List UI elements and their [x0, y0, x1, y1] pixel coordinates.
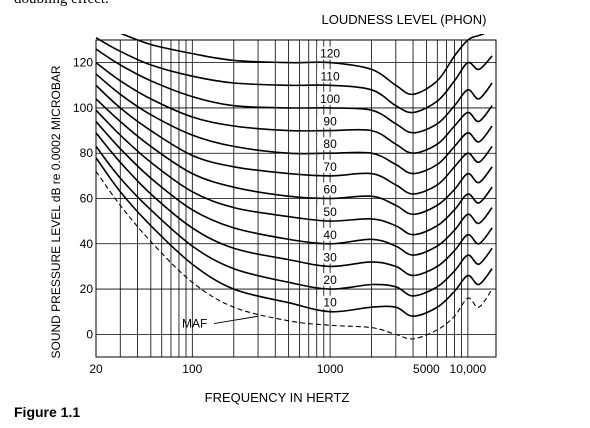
curve-label-bg: [317, 46, 344, 60]
curve-label-70: 70: [323, 160, 337, 174]
curve-label-bg: [317, 182, 344, 196]
curve-label-120: 120: [320, 47, 340, 61]
y-tick-label: 80: [80, 146, 94, 160]
curve-label-bg: [317, 295, 344, 309]
curve-label-bg: [317, 159, 344, 173]
curve-label-bg: [317, 250, 344, 264]
preceding-text-fragment: doubling effect.: [14, 0, 109, 8]
curve-label-20: 20: [323, 273, 337, 287]
curve-label-bg: [317, 114, 344, 128]
grid: [95, 39, 497, 358]
curve-phon-40: [96, 120, 493, 256]
curve-phon-60: [96, 98, 493, 216]
y-tick-label: 20: [80, 282, 94, 296]
curve-maf: [96, 170, 493, 340]
x-axis-label: FREQUENCY IN HERTZ: [205, 390, 350, 405]
curve-label-bg: [317, 205, 344, 219]
curve-label-40: 40: [323, 228, 337, 242]
y-tick-label: 0: [86, 327, 93, 341]
curve-label-50: 50: [323, 205, 337, 219]
y-tick-label: 60: [80, 192, 94, 206]
curve-phon-120: [120, 34, 486, 96]
curve-label-10: 10: [323, 296, 337, 310]
tick-labels: 20 100 1000 5000 10,000 0 20 40 60 80 100 120: [73, 56, 487, 376]
curve-phon-100: [96, 48, 493, 134]
curve-label-90: 90: [323, 115, 337, 129]
curve-phon-30: [96, 132, 493, 277]
y-tick-label: 40: [80, 237, 94, 251]
y-tick-label: 100: [73, 101, 93, 115]
curve-label-bg: [317, 91, 344, 105]
curve-label-bg: [317, 137, 344, 151]
curve-phon-90: [96, 61, 493, 155]
annotation-maf: MAF: [182, 317, 207, 331]
curve-phon-80: [96, 73, 493, 175]
chart-title: LOUDNESS LEVEL (PHON): [322, 12, 487, 27]
x-tick-label: 10,000: [450, 362, 487, 376]
curve-label-bg: [317, 273, 344, 287]
curve-label-80: 80: [323, 137, 337, 151]
curve-phon-110: [96, 37, 493, 114]
curve-phon-50: [96, 109, 493, 236]
curve-label-100: 100: [320, 92, 340, 106]
x-tick-label: 1000: [317, 362, 344, 376]
curve-phon-10: [96, 157, 493, 318]
y-tick-label: 120: [73, 56, 93, 70]
curve-label-bg: [317, 69, 344, 83]
curve-label-110: 110: [321, 69, 340, 83]
curve-phon-20: [96, 145, 493, 297]
x-tick-label: 5000: [413, 362, 440, 376]
curve-label-bg: [317, 227, 344, 241]
curve-phon-70: [96, 84, 493, 195]
curves: [96, 34, 493, 340]
curve-label-30: 30: [323, 250, 337, 264]
y-axis-label: SOUND PRESSURE LEVEL dB re 0.0002 MICROB…: [49, 65, 63, 358]
plot-frame: [95, 39, 497, 358]
curve-label-60: 60: [323, 183, 337, 197]
figure-caption: Figure 1.1: [14, 404, 81, 420]
annotation-maf-pointer: [213, 315, 259, 325]
x-tick-label: 100: [182, 362, 202, 376]
x-tick-label: 20: [89, 362, 103, 376]
curve-labels: 120 110 100 90 80 70 60 50 40 30 20 10 MAF: [182, 46, 344, 331]
